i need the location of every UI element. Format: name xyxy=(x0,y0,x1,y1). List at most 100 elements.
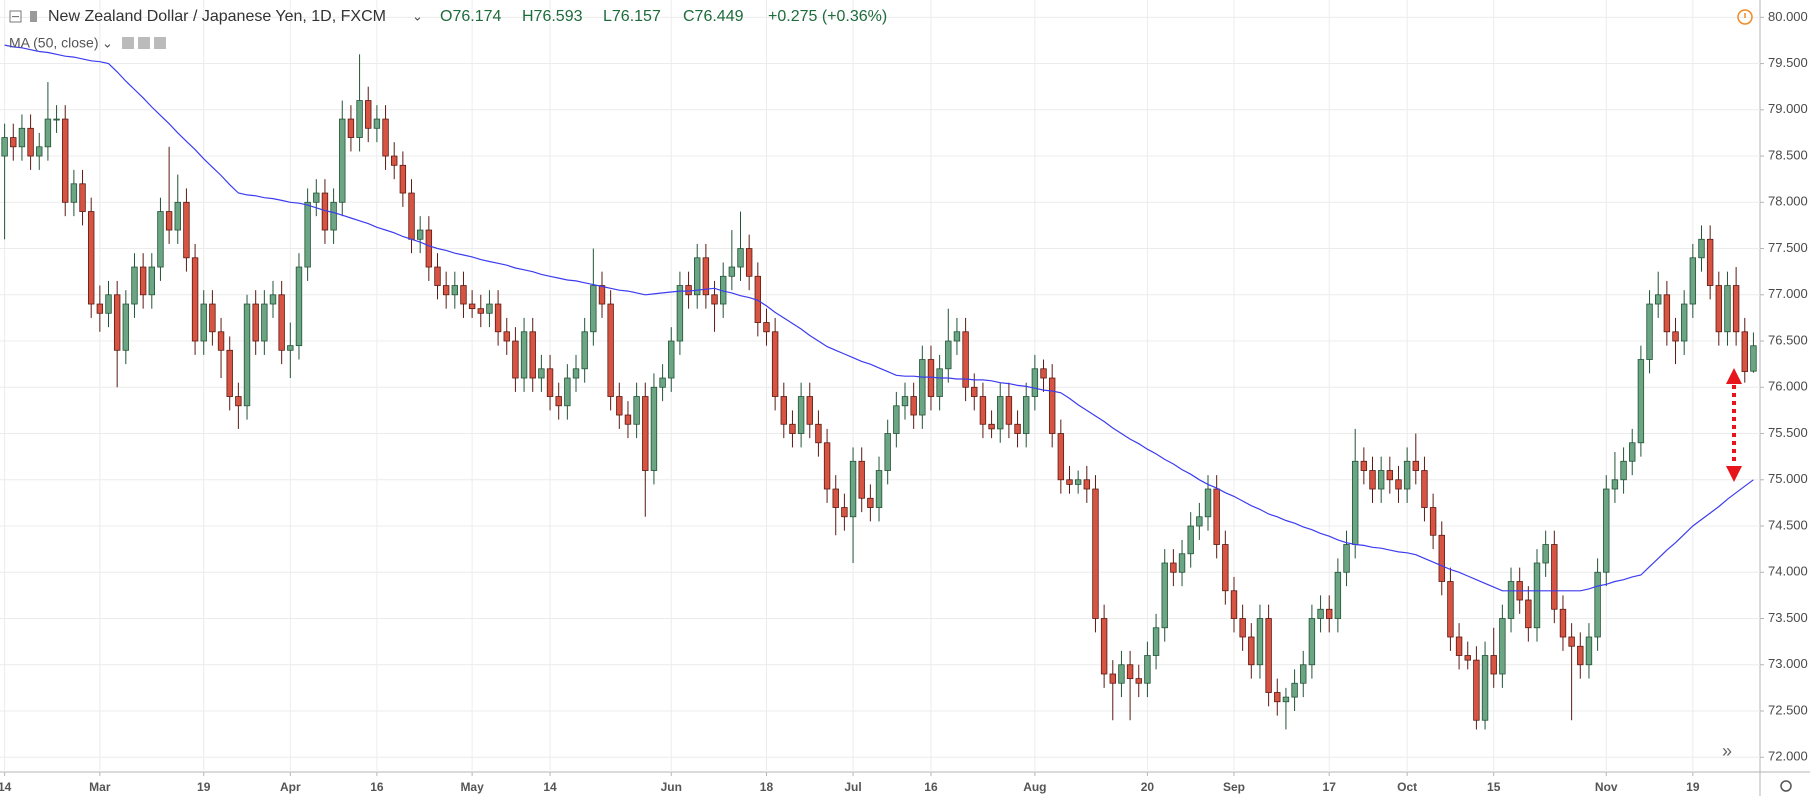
moving-average-line xyxy=(4,44,1754,592)
candle-body xyxy=(520,331,528,379)
candle-body xyxy=(1507,581,1515,619)
candle-body xyxy=(564,377,571,407)
candle-body xyxy=(477,308,484,314)
y-tick-label: 73.000 xyxy=(1768,656,1808,671)
x-tick-label: Mar xyxy=(89,780,111,794)
settings-icon[interactable] xyxy=(1780,780,1792,792)
candle-body xyxy=(1559,608,1567,638)
alert-icon[interactable] xyxy=(1737,9,1753,25)
candle-body xyxy=(1144,655,1151,684)
candle-body xyxy=(1386,470,1394,481)
candle-body xyxy=(1412,460,1419,471)
candle-body xyxy=(1066,479,1073,485)
x-tick-label: Aug xyxy=(1023,780,1046,794)
ohlc-low: L76.157 xyxy=(603,8,661,25)
candle-body xyxy=(243,303,251,407)
candle-body xyxy=(261,303,268,342)
y-tick-label: 77.500 xyxy=(1768,240,1808,255)
candle-body xyxy=(1118,664,1125,684)
y-tick-label: 72.000 xyxy=(1768,749,1808,764)
candle-body xyxy=(1326,608,1333,619)
indicator-settings[interactable] xyxy=(138,37,150,49)
candle-body xyxy=(676,285,684,342)
y-tick-label: 73.500 xyxy=(1768,610,1808,625)
candle-body xyxy=(1689,257,1697,305)
candle-body xyxy=(365,100,372,129)
candle-body xyxy=(668,340,675,379)
candle-body xyxy=(849,460,857,518)
x-tick-label: Jul xyxy=(844,780,861,794)
candle-body xyxy=(278,294,285,351)
indicator-dropdown[interactable]: ⌄ xyxy=(102,35,113,50)
candle-body xyxy=(139,266,147,296)
candle-body xyxy=(105,294,112,314)
y-tick-label: 72.500 xyxy=(1768,702,1808,717)
candle-body xyxy=(148,266,155,296)
candle-body xyxy=(1715,285,1723,333)
candle-body xyxy=(642,396,649,471)
ohlc-close: C76.449 xyxy=(683,8,744,25)
candle-body xyxy=(1672,331,1679,342)
candle-body xyxy=(209,303,216,333)
candle-body xyxy=(1282,696,1290,703)
candle-body xyxy=(36,146,43,157)
candle-body xyxy=(486,303,493,314)
title-dropdown[interactable]: ⌄ xyxy=(412,8,423,23)
candle-body xyxy=(1750,345,1757,372)
candle-body xyxy=(1230,590,1238,619)
candle-body xyxy=(1377,470,1385,490)
candle-body xyxy=(373,118,381,129)
x-tick-label: Nov xyxy=(1595,780,1618,794)
candle-body xyxy=(1403,460,1411,490)
candle-body xyxy=(1481,655,1489,721)
candle-body xyxy=(1594,571,1601,638)
candle-body xyxy=(1732,285,1740,333)
candle-body xyxy=(1585,636,1593,666)
candle-body xyxy=(313,192,320,203)
candle-body xyxy=(1620,460,1627,481)
candle-body xyxy=(1204,488,1212,518)
candle-body xyxy=(945,340,952,370)
candle-body xyxy=(1135,678,1142,684)
candle-body xyxy=(971,386,978,397)
x-tick-label: 19 xyxy=(197,780,211,794)
candle-body xyxy=(96,303,104,314)
candle-body xyxy=(399,164,407,194)
candle-body xyxy=(468,303,476,310)
y-tick-label: 78.000 xyxy=(1768,194,1808,209)
candle-body xyxy=(269,294,277,305)
collapse-icon[interactable] xyxy=(9,10,22,23)
candle-body xyxy=(1360,460,1368,471)
candle-body xyxy=(901,396,909,407)
candle-body xyxy=(867,497,874,508)
candle-body xyxy=(408,192,415,240)
candle-body xyxy=(832,488,839,508)
candle-body xyxy=(1213,488,1220,545)
candle-body xyxy=(1187,525,1194,555)
candle-body xyxy=(815,423,822,444)
indicator-hide[interactable] xyxy=(122,37,134,49)
scroll-to-latest[interactable]: » xyxy=(1722,741,1732,761)
candle-body xyxy=(694,257,701,296)
indicator-label[interactable]: MA (50, close) xyxy=(9,35,98,51)
candle-body xyxy=(997,396,1004,430)
candle-body xyxy=(494,303,502,333)
candle-body xyxy=(1663,294,1671,333)
candle-body xyxy=(1490,655,1497,675)
candle-body xyxy=(1196,516,1203,527)
candle-body xyxy=(745,248,753,277)
candle-body xyxy=(1170,562,1177,573)
candle-body xyxy=(79,183,86,212)
candle-body xyxy=(936,368,943,397)
candle-body xyxy=(330,201,337,231)
candle-body xyxy=(442,285,450,296)
candle-body xyxy=(165,211,173,231)
candle-body xyxy=(711,294,718,305)
candle-body xyxy=(183,201,190,259)
indicator-remove[interactable] xyxy=(154,37,166,49)
chart-title[interactable]: New Zealand Dollar / Japanese Yen, 1D, F… xyxy=(48,8,386,25)
candle-body xyxy=(806,396,813,425)
y-tick-label: 78.500 xyxy=(1768,147,1808,162)
candle-body xyxy=(70,183,78,203)
candle-body xyxy=(226,349,233,397)
